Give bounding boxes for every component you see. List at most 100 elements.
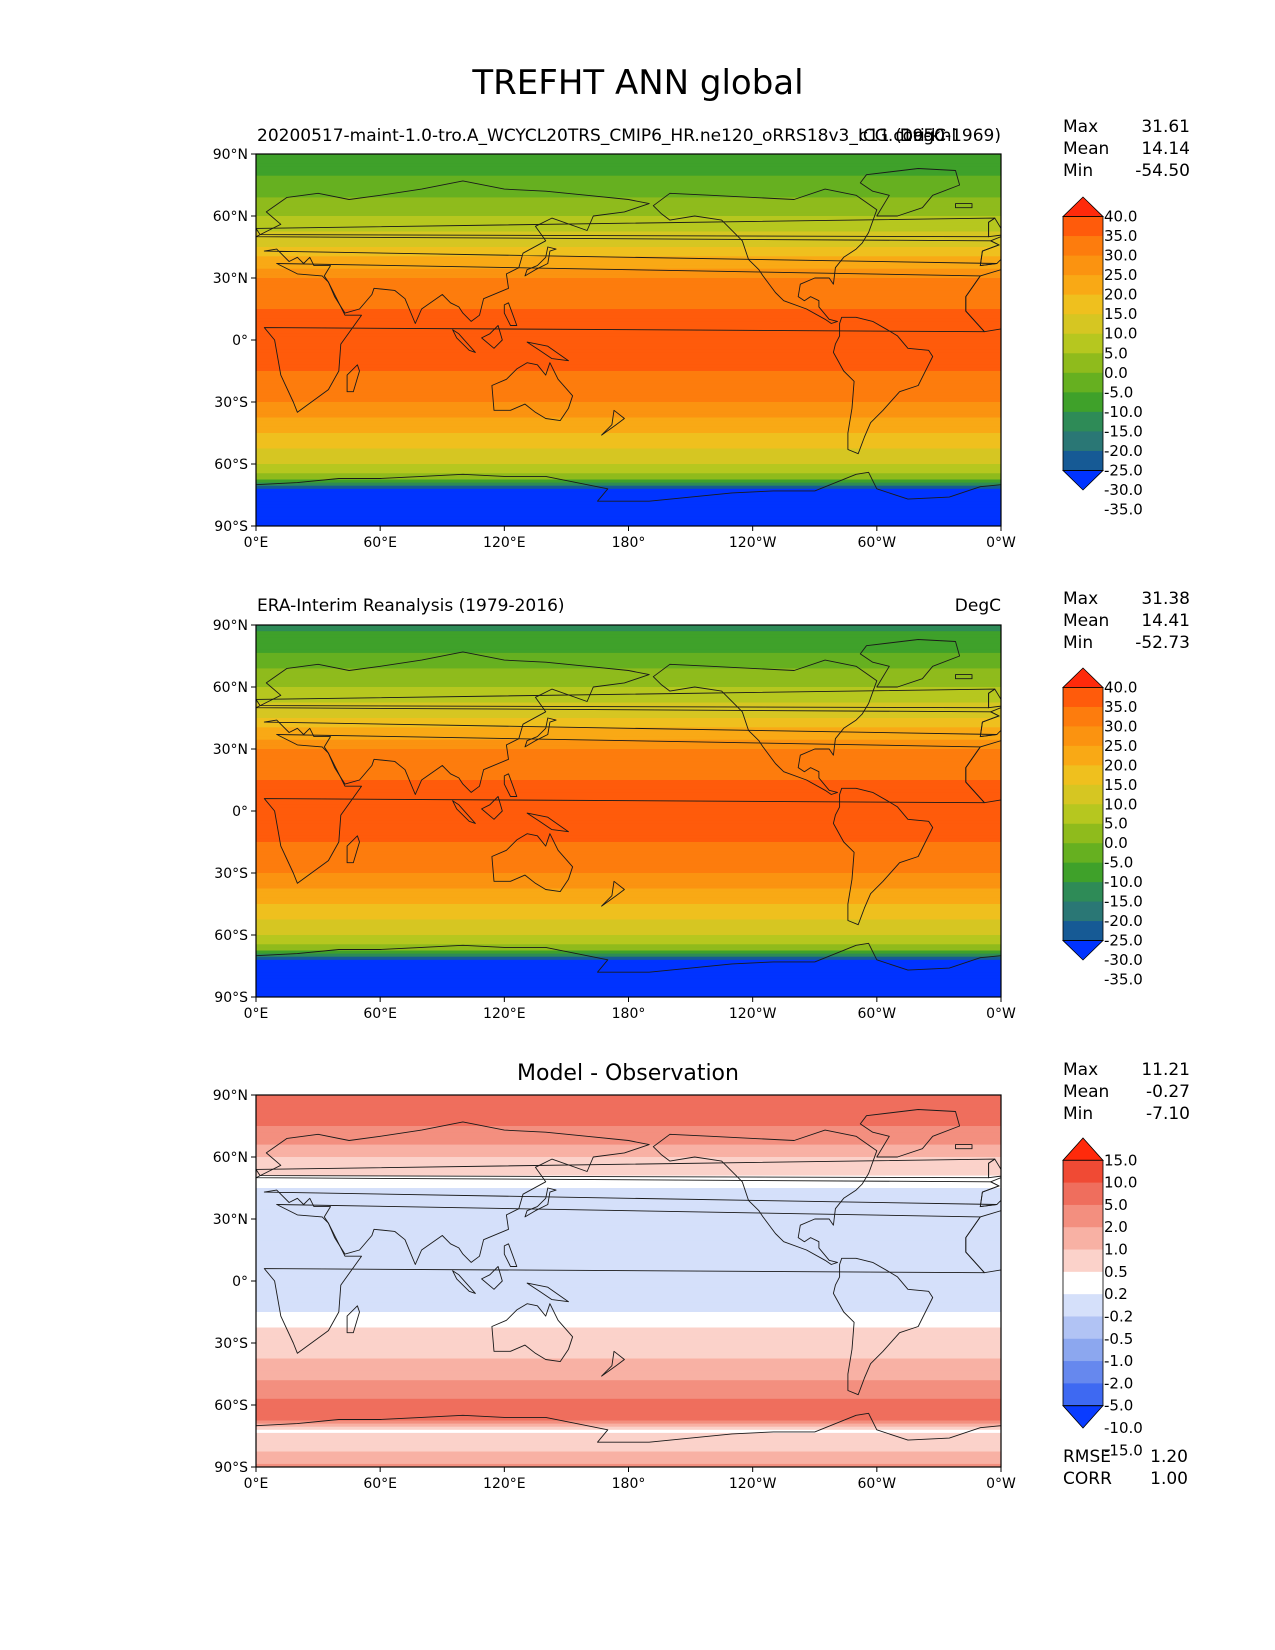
- contour-band: [256, 1330, 1001, 1335]
- colorbar-tick-label: 2.0: [1104, 1218, 1128, 1236]
- contour-band: [256, 395, 1001, 400]
- continent-outlines: [256, 1109, 1001, 1467]
- contour-band: [256, 730, 1001, 735]
- contour-band: [256, 876, 1001, 880]
- coastline-sumatra: [452, 1270, 476, 1294]
- coastline-sumatra: [452, 800, 476, 824]
- colorbar-tick-label: 15.0: [1104, 776, 1137, 794]
- contour-band: [256, 761, 1001, 766]
- contour-band: [256, 1383, 1001, 1387]
- contour-band: [256, 1203, 1001, 1208]
- contour-band: [256, 488, 1001, 493]
- contour-band: [256, 429, 1001, 434]
- contour-band: [256, 398, 1001, 403]
- contour-band: [256, 315, 1001, 319]
- y-tick-label: 60°S: [214, 1398, 248, 1414]
- coastline-japan: [524, 246, 557, 277]
- contour-band: [256, 1305, 1001, 1310]
- coastline-uk-wrap: [988, 1158, 1001, 1179]
- panel-model: 20200517-maint-1.0-tro.A_WCYCL20TRS_CMIP…: [213, 117, 1190, 551]
- colorbar-swatch: [1063, 901, 1103, 922]
- contour-band: [256, 646, 1001, 651]
- contour-band: [256, 240, 1001, 245]
- contour-band: [256, 389, 1001, 394]
- contour-band: [256, 656, 1001, 660]
- contour-band: [256, 736, 1001, 741]
- stats-box: Max 31.38 Mean 14.41 Min -52.73: [1063, 589, 1190, 653]
- contour-band: [256, 278, 1001, 282]
- contour-band: [256, 1119, 1001, 1124]
- colorbar-frame: [1062, 1159, 1104, 1407]
- colorbar-swatch: [1063, 294, 1103, 315]
- map-field: [256, 625, 1001, 997]
- x-tick-label: 120°E: [483, 1476, 526, 1492]
- coastline-greenland: [859, 168, 961, 217]
- coastline-africa: [263, 263, 985, 413]
- contour-band: [256, 1346, 1001, 1350]
- contour-band: [256, 485, 1001, 490]
- contour-band: [256, 175, 1001, 180]
- coastline-sumatra: [452, 329, 476, 353]
- contour-band: [256, 1457, 1001, 1462]
- contour-band: [256, 516, 1001, 521]
- contour-band: [256, 367, 1001, 372]
- contour-band: [256, 1184, 1001, 1189]
- contour-band: [256, 178, 1001, 183]
- coastline-new-guinea: [526, 812, 569, 833]
- stat-mean-value: -0.27: [1146, 1082, 1190, 1102]
- colorbar-tick-label: -15.0: [1104, 893, 1143, 911]
- contour-band: [256, 835, 1001, 840]
- contour-band: [256, 702, 1001, 707]
- y-tick-label: 30°N: [213, 271, 248, 287]
- contour-band: [256, 705, 1001, 710]
- contour-band: [256, 433, 1001, 437]
- contour-band: [256, 851, 1001, 855]
- contour-band: [256, 1448, 1001, 1453]
- contour-band: [256, 1147, 1001, 1152]
- colorbar-swatch: [1063, 353, 1103, 374]
- contour-band: [256, 1122, 1001, 1127]
- coastline-philippines: [503, 302, 518, 326]
- x-tick-label: 120°W: [729, 1006, 777, 1022]
- contour-band: [256, 1401, 1001, 1406]
- colorbar-tick-label: 0.0: [1104, 834, 1128, 852]
- contour-band: [256, 1160, 1001, 1164]
- y-tick-label: 30°N: [213, 1212, 248, 1228]
- contour-band: [256, 374, 1001, 378]
- stat-min-value: -7.10: [1146, 1104, 1190, 1124]
- contour-band: [256, 1129, 1001, 1133]
- contour-band: [256, 913, 1001, 917]
- contour-band: [256, 1426, 1001, 1431]
- y-tick-label: 0°: [232, 1274, 248, 1290]
- contour-band: [256, 510, 1001, 515]
- colorbar-tick-label: -10.0: [1104, 1419, 1143, 1437]
- contour-band: [256, 349, 1001, 353]
- contour-band: [256, 817, 1001, 821]
- contour-band: [256, 445, 1001, 450]
- contour-band: [256, 972, 1001, 976]
- contour-band: [256, 739, 1001, 744]
- contour-band: [256, 910, 1001, 914]
- contour-band: [256, 1336, 1001, 1341]
- contour-band: [256, 907, 1001, 911]
- contour-band: [256, 160, 1001, 164]
- coastline-iceland: [955, 1144, 973, 1150]
- contour-band: [256, 708, 1001, 713]
- contour-band: [256, 767, 1001, 772]
- contour-band: [256, 1429, 1001, 1434]
- stat-min-label: Min: [1063, 161, 1093, 181]
- contour-band: [256, 305, 1001, 310]
- contour-band: [256, 454, 1001, 459]
- coastline-australia: [491, 362, 574, 422]
- contour-band: [256, 408, 1001, 412]
- coastline-new-guinea: [526, 341, 569, 362]
- coastline-north-america: [652, 188, 878, 324]
- contour-band: [256, 181, 1001, 186]
- y-tick-label: 90°N: [213, 618, 248, 634]
- contour-band: [256, 814, 1001, 818]
- contour-band: [256, 1153, 1001, 1158]
- x-tick-label: 120°E: [483, 535, 526, 551]
- colorbar-tick-label: 30.0: [1104, 717, 1137, 735]
- coastline-greenland: [859, 639, 961, 688]
- stat-corr-label: CORR: [1063, 1469, 1112, 1489]
